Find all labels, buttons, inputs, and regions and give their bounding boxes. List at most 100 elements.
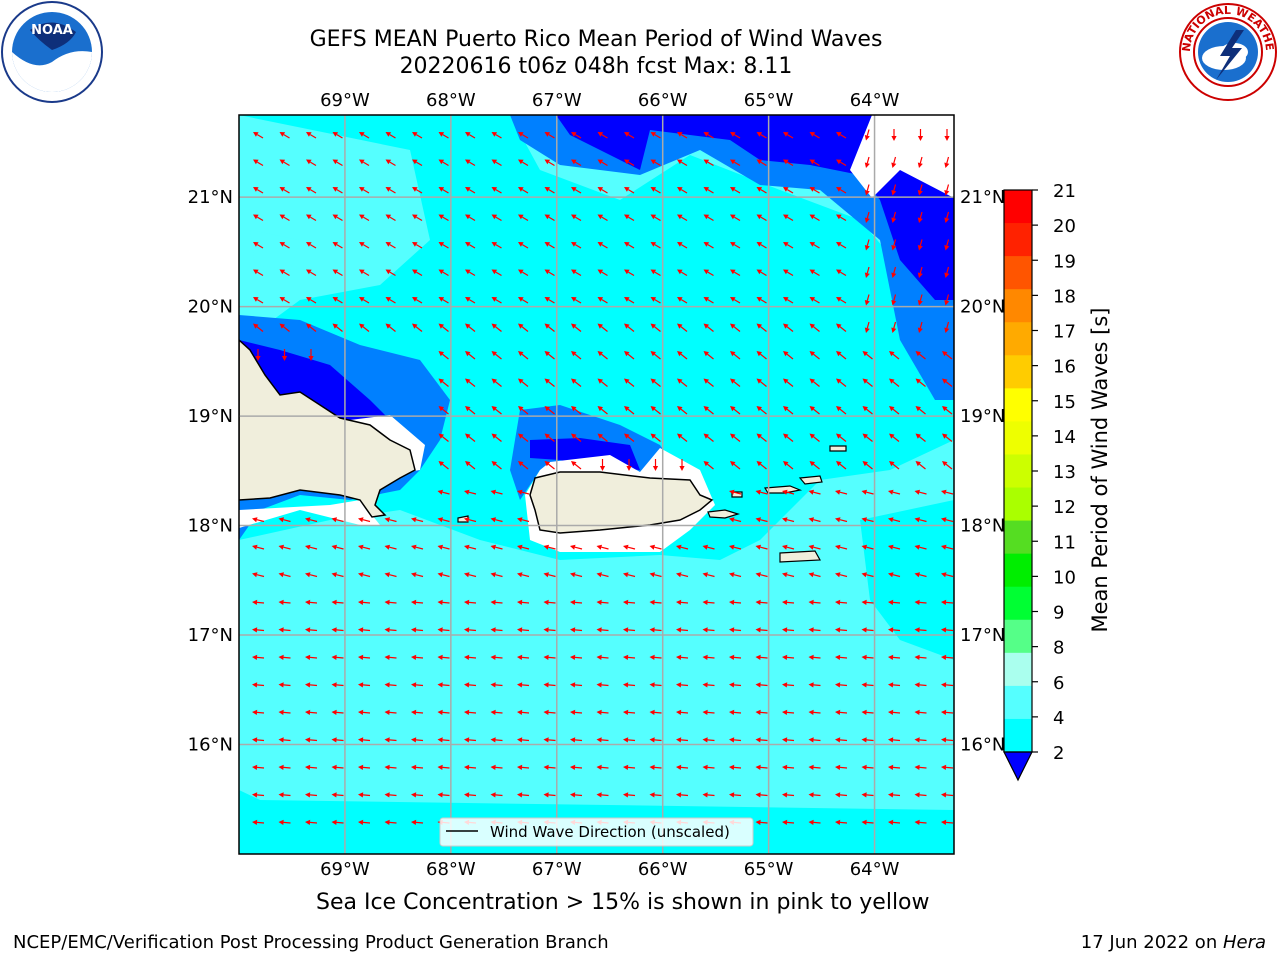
wind-arrow xyxy=(623,627,636,633)
wind-arrow xyxy=(571,242,582,249)
wind-arrow xyxy=(384,627,397,633)
wind-arrow xyxy=(941,544,954,550)
wind-arrow xyxy=(491,242,502,249)
wind-arrow xyxy=(517,682,530,688)
wind-arrow xyxy=(891,266,897,278)
wind-arrow xyxy=(809,433,820,442)
wind-arrow xyxy=(783,159,794,167)
wind-arrow xyxy=(914,654,927,660)
lat-label: 19°N xyxy=(188,406,233,427)
wind-arrow xyxy=(626,459,632,471)
wind-arrow xyxy=(411,654,424,660)
wind-arrow xyxy=(703,187,714,194)
wind-arrow xyxy=(861,709,874,715)
wind-arrow xyxy=(836,242,847,249)
wind-arrow xyxy=(332,187,343,194)
wind-arrow xyxy=(305,599,318,605)
lat-label: 16°N xyxy=(960,735,1005,756)
wind-arrow xyxy=(384,544,397,550)
lon-label: 66°W xyxy=(638,859,688,880)
land-virgin-islands xyxy=(763,485,803,494)
colorbar-tick-label: 8 xyxy=(1053,638,1064,659)
land-hispaniola xyxy=(239,338,416,518)
wind-arrow xyxy=(835,489,848,495)
colorbar-segment xyxy=(1004,289,1032,323)
wind-arrow xyxy=(864,211,870,223)
wind-arrow xyxy=(624,132,635,139)
wind-arrow xyxy=(623,599,636,605)
wind-arrow xyxy=(756,242,767,249)
wind-arrow xyxy=(571,461,582,470)
land-puerto-rico xyxy=(529,471,714,534)
wind-arrow xyxy=(596,709,609,715)
wind-arrow xyxy=(490,682,503,688)
wind-arrow xyxy=(331,572,344,578)
wind-arrow xyxy=(914,627,927,633)
wind-arrow xyxy=(676,682,689,688)
wind-arrow xyxy=(305,737,318,743)
wind-arrow xyxy=(650,351,661,360)
wind-arrow xyxy=(438,351,449,360)
wind-arrow xyxy=(253,297,264,304)
wind-arrow xyxy=(864,294,870,306)
wind-arrow xyxy=(596,792,609,798)
wind-arrow xyxy=(596,764,609,770)
wind-arrow xyxy=(649,544,662,550)
national-weather-service-logo: NATIONAL WEATHER SERVICE xyxy=(1176,0,1277,101)
wind-arrow xyxy=(729,654,742,660)
wind-arrow xyxy=(252,627,265,633)
wind-arrow xyxy=(491,132,502,139)
wind-arrow xyxy=(755,572,768,578)
wind-arrow xyxy=(730,297,741,304)
wind-arrow xyxy=(518,461,529,470)
wind-arrow xyxy=(889,433,900,442)
wind-arrow xyxy=(917,184,923,196)
wind-arrow xyxy=(571,433,582,442)
wind-arrow xyxy=(756,406,767,415)
wind-arrow xyxy=(596,544,609,550)
wind-arrow xyxy=(278,819,291,825)
wind-arrow xyxy=(517,627,530,633)
wind-arrow xyxy=(571,269,582,277)
wind-arrow xyxy=(596,682,609,688)
wind-arrow xyxy=(544,187,555,194)
wind-arrow xyxy=(677,406,688,415)
wind-arrow xyxy=(676,737,689,743)
colorbar-tick-label: 14 xyxy=(1053,427,1076,448)
wind-arrow xyxy=(306,242,317,249)
wind-arrow xyxy=(332,269,343,277)
period-4-6-zone-east xyxy=(860,500,954,660)
map-legend: Wind Wave Direction (unscaled) xyxy=(439,817,754,847)
wind-arrow xyxy=(649,737,662,743)
wind-arrow xyxy=(306,132,317,139)
wind-arrow xyxy=(253,214,264,222)
wind-arrow xyxy=(570,544,583,550)
colorbar-tick-label: 15 xyxy=(1053,392,1076,413)
wind-arrow xyxy=(412,159,423,167)
wind-arrow xyxy=(891,211,897,223)
wind-arrow xyxy=(544,242,555,249)
wind-arrow xyxy=(677,214,688,222)
wind-arrow xyxy=(702,627,715,633)
wind-arrow xyxy=(332,214,343,222)
wind-arrow xyxy=(649,792,662,798)
wind-arrow xyxy=(465,269,476,277)
wind-arrow xyxy=(464,544,477,550)
colorbar-tick-label: 20 xyxy=(1053,216,1076,237)
wind-arrow xyxy=(862,351,873,360)
wind-arrow xyxy=(491,323,502,332)
wind-arrow xyxy=(571,378,582,387)
wind-arrow xyxy=(624,351,635,360)
wind-arrow xyxy=(596,572,609,578)
wind-arrow xyxy=(914,599,927,605)
noaa-logo-text: NOAA xyxy=(31,23,73,38)
wind-arrow xyxy=(730,406,741,415)
wind-arrow xyxy=(888,737,901,743)
wind-arrow xyxy=(836,159,847,167)
wind-arrow xyxy=(305,544,318,550)
wind-arrow xyxy=(809,214,820,222)
wind-arrow xyxy=(464,682,477,688)
wind-arrow xyxy=(465,242,476,249)
wind-arrow xyxy=(279,269,290,277)
wind-arrow xyxy=(864,239,870,251)
